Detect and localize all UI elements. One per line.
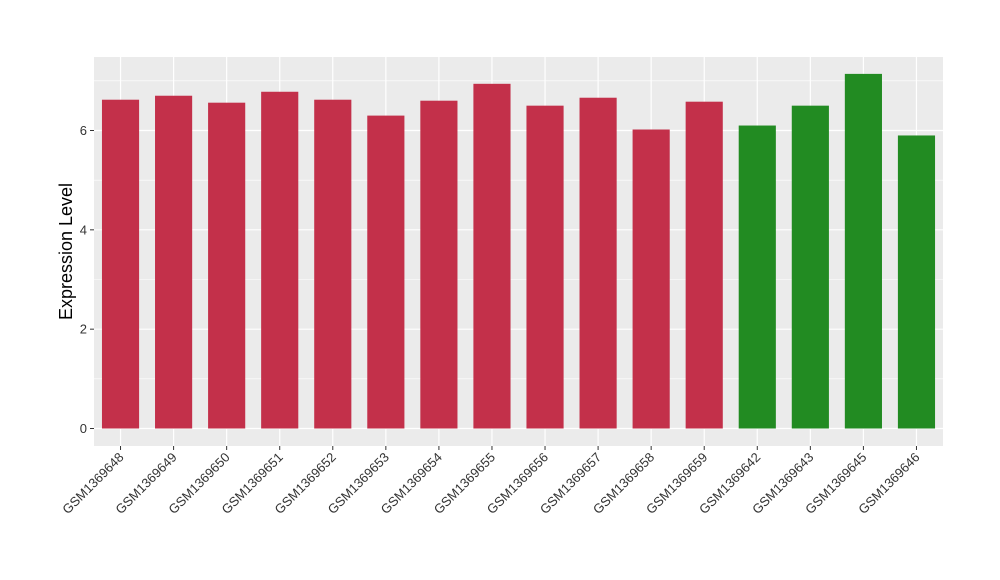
y-tick-label: 0 (80, 421, 87, 436)
bar-GSM1369652 (314, 99, 352, 429)
bar-GSM1369643 (791, 105, 829, 429)
y-tick-label: 6 (80, 123, 87, 138)
y-axis: 0 2 4 6 (80, 123, 94, 436)
y-axis-title: Expression Level (56, 183, 76, 320)
bar-GSM1369642 (738, 125, 776, 429)
y-tick-label: 4 (80, 222, 87, 237)
bar-GSM1369649 (155, 95, 193, 429)
bar-GSM1369655 (473, 83, 511, 429)
bars (101, 73, 936, 429)
bar-GSM1369646 (897, 135, 936, 429)
bar-GSM1369648 (101, 99, 140, 429)
x-axis: GSM1369648GSM1369649GSM1369650GSM1369651… (59, 446, 923, 517)
bar-GSM1369658 (632, 129, 670, 429)
bar-GSM1369651 (261, 91, 299, 429)
bar-GSM1369654 (420, 100, 458, 429)
bar-GSM1369645 (844, 73, 882, 429)
bar-GSM1369656 (526, 105, 564, 429)
y-tick-label: 2 (80, 322, 87, 337)
bar-GSM1369659 (685, 101, 723, 429)
bar-GSM1369653 (367, 115, 405, 429)
bar-GSM1369650 (208, 102, 246, 429)
bar-GSM1369657 (579, 97, 617, 429)
